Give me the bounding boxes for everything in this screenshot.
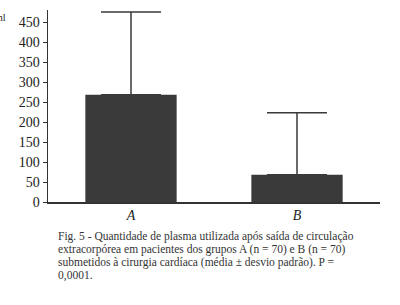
svg-text:100: 100 xyxy=(19,155,40,170)
svg-text:300: 300 xyxy=(19,75,40,90)
svg-text:250: 250 xyxy=(19,95,40,110)
svg-text:400: 400 xyxy=(19,35,40,50)
svg-text:50: 50 xyxy=(26,175,40,190)
html-text:Fig. 5 - Quantidade de plasma: Fig. 5 - Quantidade de plasma utilizada … xyxy=(58,230,354,281)
svg-text:200: 200 xyxy=(19,115,40,130)
svg-text:450: 450 xyxy=(19,15,40,30)
svg-text:0: 0 xyxy=(33,195,40,210)
svg-text:A: A xyxy=(126,208,136,223)
svg-text:ml: ml xyxy=(0,12,6,23)
svg-text:150: 150 xyxy=(19,135,40,150)
svg-text:350: 350 xyxy=(19,55,40,70)
svg-text:B: B xyxy=(293,208,302,223)
